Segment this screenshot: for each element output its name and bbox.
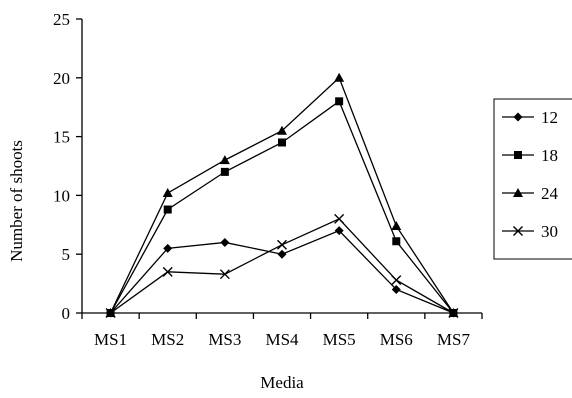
- series-layer: [105, 72, 459, 318]
- legend-item: 12: [502, 108, 558, 127]
- legend: 12 18 24 30: [493, 98, 572, 260]
- data-point: [162, 188, 173, 198]
- series-24: [105, 72, 459, 317]
- x-tick-label: MS7: [437, 330, 471, 349]
- series-line: [110, 218, 454, 314]
- data-point: [334, 213, 345, 224]
- legend-box: [493, 98, 572, 260]
- y-tick-label: 5: [62, 245, 71, 264]
- y-tick-label: 15: [53, 128, 70, 147]
- legend-item: 24: [502, 184, 559, 203]
- data-point: [105, 308, 116, 318]
- series-line: [110, 229, 454, 314]
- legend-label: 18: [541, 146, 558, 165]
- data-point: [162, 266, 173, 277]
- x-tick-label: MS1: [94, 330, 127, 349]
- legend-label: 30: [541, 222, 558, 241]
- legend-label: 24: [541, 184, 559, 203]
- data-point: [334, 226, 344, 236]
- data-point: [391, 275, 402, 286]
- y-axis-ticks: 0 5 10 15 20 25: [53, 10, 82, 323]
- data-point: [335, 97, 344, 106]
- data-point: [448, 308, 459, 318]
- legend-marker: [513, 112, 523, 122]
- data-point: [277, 239, 287, 250]
- y-tick-label: 0: [62, 304, 71, 323]
- data-point: [392, 237, 401, 246]
- data-point: [219, 269, 230, 280]
- x-tick-label: MS4: [265, 330, 299, 349]
- x-tick-label: MS2: [151, 330, 184, 349]
- y-axis-title: Number of shoots: [7, 140, 26, 262]
- data-point: [277, 125, 287, 135]
- data-point: [391, 284, 401, 294]
- data-point: [219, 155, 230, 165]
- x-tick-label: MS5: [323, 330, 356, 349]
- data-point: [163, 243, 173, 253]
- data-point: [278, 138, 286, 147]
- legend-marker: [514, 151, 522, 159]
- x-tick-label: MS6: [380, 330, 413, 349]
- legend-item: 30: [502, 222, 558, 241]
- legend-label: 12: [541, 108, 558, 127]
- series-line: [109, 76, 454, 314]
- data-point: [220, 237, 230, 247]
- data-point: [391, 220, 402, 230]
- legend-marker: [513, 226, 523, 236]
- y-tick-label: 10: [53, 186, 70, 205]
- data-point: [163, 205, 172, 214]
- data-point: [220, 167, 229, 176]
- x-tick-label: MS3: [208, 330, 241, 349]
- series-30: [105, 213, 459, 318]
- x-axis-title: Media: [260, 373, 304, 392]
- plot-axes: [81, 19, 482, 314]
- y-tick-label: 20: [53, 69, 70, 88]
- y-tick-label: 25: [53, 10, 70, 29]
- data-point: [277, 249, 287, 259]
- legend-marker: [513, 188, 523, 197]
- x-axis-ticks: MS1 MS2 MS3 MS4 MS5 MS6 MS7: [81, 313, 483, 349]
- data-point: [334, 72, 345, 82]
- legend-item: 18: [502, 146, 558, 165]
